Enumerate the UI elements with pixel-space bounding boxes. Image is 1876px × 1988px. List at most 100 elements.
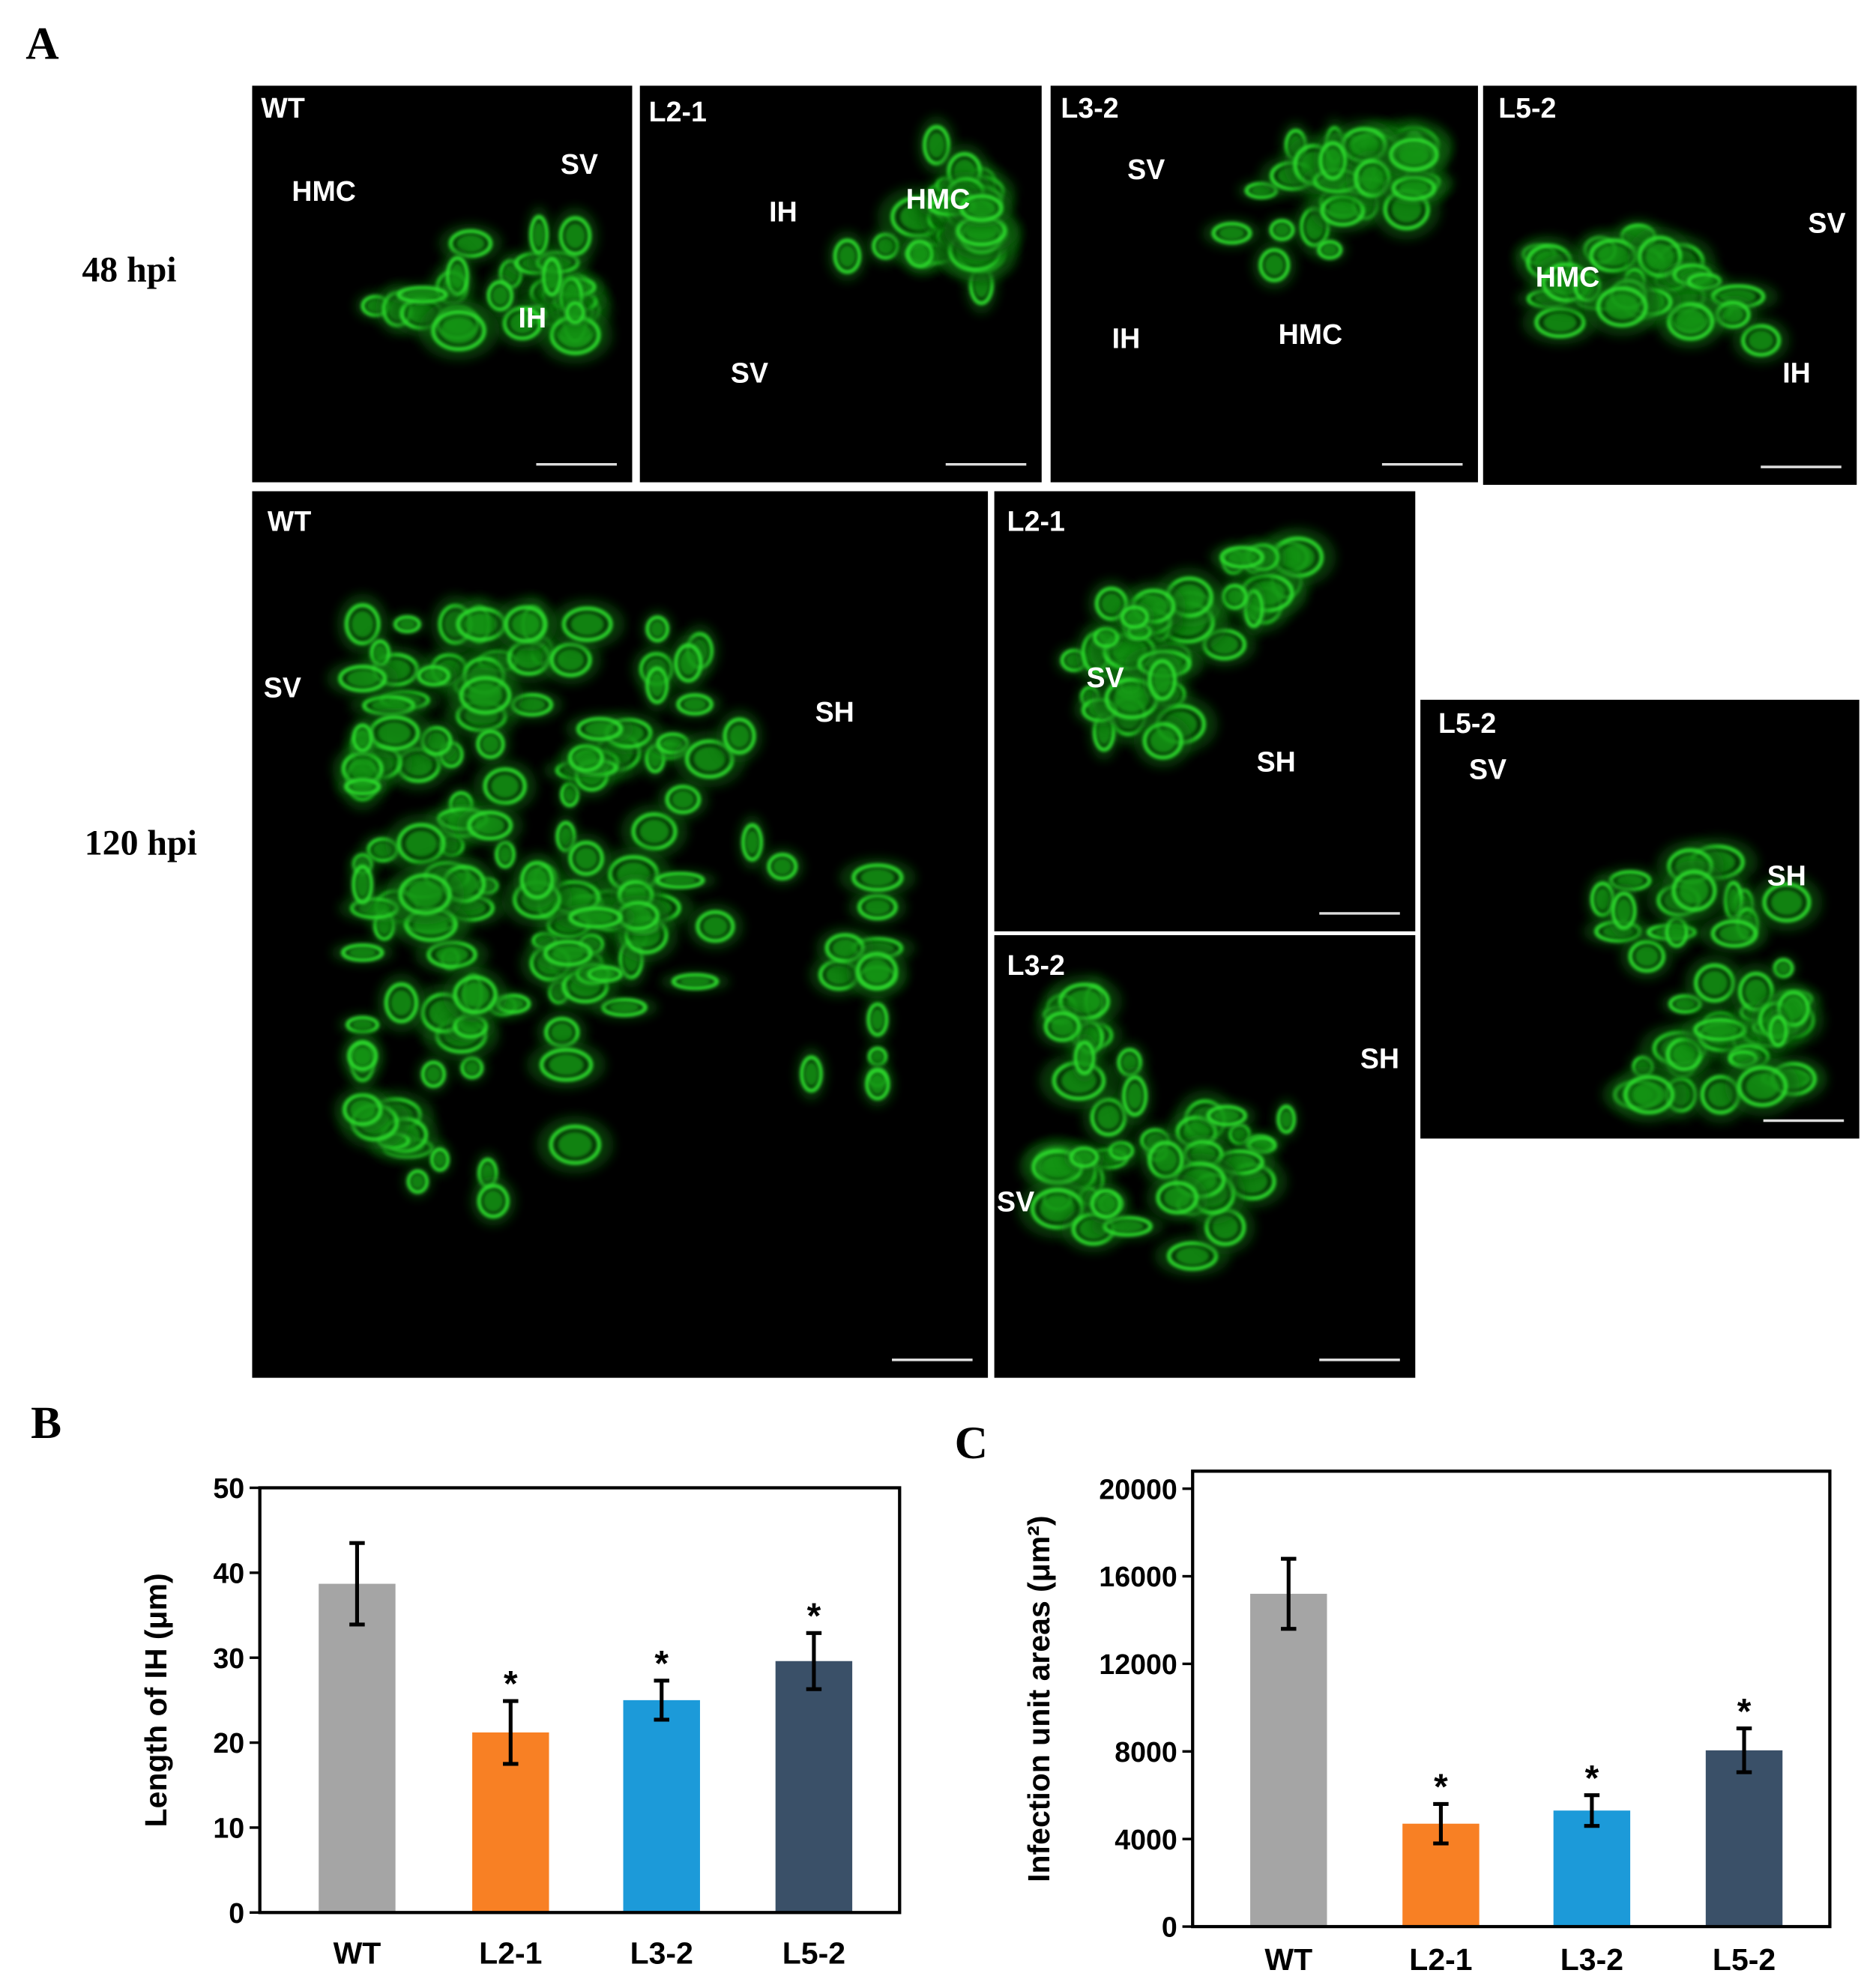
plot-frame bbox=[1191, 1469, 1832, 1929]
structure-label: SV bbox=[561, 148, 598, 180]
hypha bbox=[504, 605, 548, 643]
hypha bbox=[429, 1147, 450, 1172]
hypha bbox=[800, 1055, 823, 1093]
hypha bbox=[344, 778, 381, 796]
hypha-core bbox=[465, 1061, 479, 1075]
hyphae bbox=[1055, 527, 1336, 768]
x-tick-label: L3-2 bbox=[1560, 1942, 1623, 1977]
hypha-core bbox=[1595, 888, 1610, 910]
y-tick-label: 4000 bbox=[1115, 1824, 1177, 1855]
hypha-core bbox=[1280, 1110, 1292, 1129]
significance: * bbox=[807, 1596, 821, 1636]
hypha bbox=[420, 1060, 446, 1088]
micrograph: L5-2 SV HMC IH bbox=[1483, 85, 1857, 486]
hypha-core bbox=[1075, 1151, 1094, 1164]
micrograph: L5-2 SV SH bbox=[1420, 699, 1860, 1139]
hypha-core bbox=[585, 722, 615, 737]
hypha bbox=[567, 743, 604, 773]
hypha-core bbox=[1745, 979, 1767, 1005]
row-label: 120 hpi bbox=[85, 823, 197, 862]
hypha bbox=[1389, 138, 1439, 172]
y-tick-label: 20000 bbox=[1099, 1473, 1177, 1505]
hypha-core bbox=[399, 619, 416, 629]
hyphae bbox=[1017, 974, 1299, 1277]
hypha-core bbox=[1176, 1247, 1210, 1266]
hypha bbox=[540, 1048, 594, 1082]
hypha-core bbox=[1746, 1073, 1779, 1100]
hypha-core bbox=[1632, 1082, 1666, 1108]
hypha bbox=[1219, 546, 1264, 569]
hypha bbox=[1762, 882, 1812, 922]
hypha bbox=[851, 863, 904, 892]
structure-label: SH bbox=[815, 696, 854, 728]
hypha-core bbox=[911, 245, 929, 263]
hypha bbox=[1147, 659, 1177, 701]
x-tick-label: WT bbox=[334, 1936, 381, 1971]
hypha-core bbox=[481, 735, 500, 754]
hypha-core bbox=[1050, 1017, 1074, 1036]
hypha bbox=[347, 1040, 378, 1072]
hypha bbox=[393, 615, 421, 633]
hypha bbox=[671, 973, 720, 991]
hypha-core bbox=[549, 1054, 584, 1075]
hypha-core bbox=[1675, 309, 1706, 333]
hypha bbox=[1611, 891, 1637, 930]
hypha-core bbox=[702, 916, 728, 937]
hypha bbox=[448, 229, 493, 259]
hypha-core bbox=[378, 722, 411, 744]
chart: 0 4000 8000 12000 16000 20000 WT * L2-1 * L3-2 * L5-… bbox=[1022, 1469, 1832, 1977]
hypha-core bbox=[468, 683, 502, 708]
hypha bbox=[1665, 1037, 1703, 1072]
hypha bbox=[502, 306, 543, 341]
y-tick-label: 20 bbox=[213, 1727, 244, 1759]
y-axis-label: Length of IH (μm) bbox=[139, 1573, 173, 1827]
hypha bbox=[431, 309, 486, 351]
hypha bbox=[340, 943, 384, 962]
structure-label: SH bbox=[1360, 1043, 1399, 1075]
hypha bbox=[1108, 1140, 1135, 1161]
hypha-core bbox=[346, 670, 378, 687]
hypha-core bbox=[928, 132, 945, 158]
hypha-core bbox=[558, 1132, 592, 1158]
hypha-core bbox=[1748, 330, 1774, 351]
x-tick-label: L3-2 bbox=[630, 1936, 693, 1971]
hypha-core bbox=[1728, 888, 1740, 913]
hypha-core bbox=[594, 969, 617, 979]
hypha bbox=[565, 300, 585, 324]
y-axis-label: Infection unit areas (μm²) bbox=[1022, 1515, 1056, 1882]
hypha-core bbox=[1635, 946, 1659, 967]
hypha bbox=[558, 216, 592, 256]
x-tick-label: WT bbox=[1264, 1942, 1312, 1977]
hypha bbox=[1737, 1066, 1788, 1108]
x-tick-label: L5-2 bbox=[1713, 1942, 1776, 1977]
hypha bbox=[631, 812, 678, 851]
hypha-core bbox=[351, 611, 374, 638]
hypha bbox=[723, 717, 756, 755]
hypha bbox=[1142, 722, 1183, 760]
hypha-core bbox=[650, 620, 665, 638]
hypha bbox=[1258, 248, 1291, 283]
hypha bbox=[1623, 1075, 1674, 1114]
y-tick-label: 0 bbox=[1162, 1912, 1177, 1943]
micrographs: WT HMC SV IH L2-1 IH HMC SV L3-2 SV IH HMC L5-2 SV HMC… bbox=[252, 85, 1860, 1378]
hypha-core bbox=[411, 1174, 424, 1189]
panel-title: L2-1 bbox=[649, 96, 707, 127]
hypha bbox=[1090, 1188, 1122, 1219]
micrograph: L3-2 SV IH HMC bbox=[1050, 85, 1478, 483]
significance: * bbox=[504, 1664, 518, 1704]
hypha bbox=[645, 615, 669, 643]
hypha-core bbox=[515, 646, 543, 669]
hypha-core bbox=[426, 1066, 441, 1083]
structure-label: SV bbox=[731, 357, 768, 388]
hypha-core bbox=[1127, 1083, 1143, 1110]
hypha bbox=[833, 238, 862, 274]
hypha-core bbox=[1098, 631, 1115, 644]
structure-label: SV bbox=[1469, 754, 1506, 785]
hypha-core bbox=[1274, 223, 1290, 237]
hypha-core bbox=[1719, 925, 1750, 943]
hypha bbox=[1120, 605, 1150, 629]
hypha bbox=[1156, 1181, 1199, 1215]
hypha bbox=[1773, 958, 1794, 979]
hypha-core bbox=[570, 306, 581, 320]
error-bar bbox=[1433, 1801, 1449, 1846]
